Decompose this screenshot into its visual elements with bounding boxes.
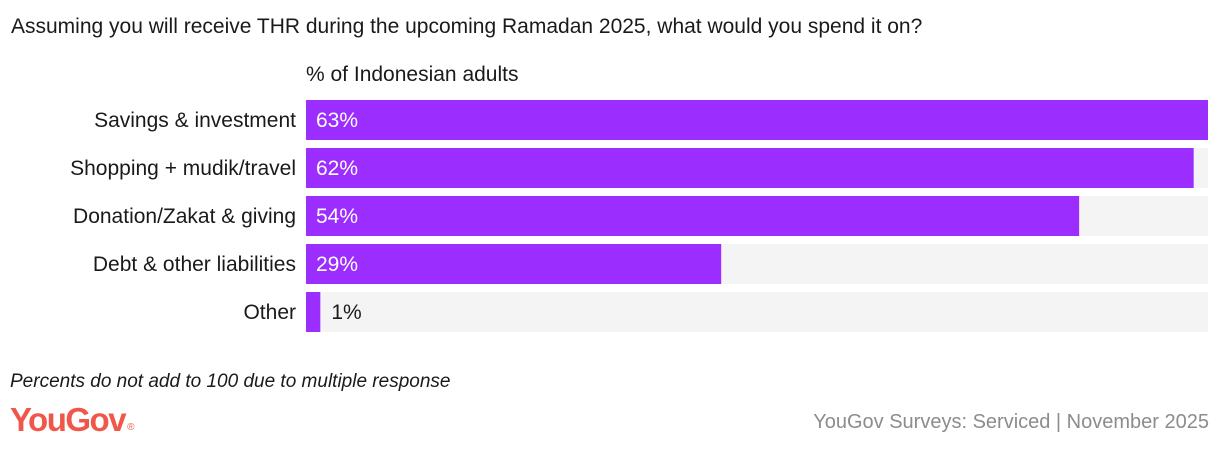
bar xyxy=(306,100,1208,140)
value-label: 62% xyxy=(316,157,358,180)
category-label: Debt & other liabilities xyxy=(93,253,296,276)
bar xyxy=(306,292,321,332)
bar xyxy=(306,196,1080,236)
value-label: 63% xyxy=(316,109,358,132)
yougov-logo: YouGov ® xyxy=(10,398,135,442)
value-label: 29% xyxy=(316,253,358,276)
bar-track xyxy=(306,292,1208,332)
value-label: 54% xyxy=(316,205,358,228)
bar xyxy=(306,148,1194,188)
chart-title: Assuming you will receive THR during the… xyxy=(11,15,923,38)
chart-subtitle: % of Indonesian adults xyxy=(306,63,519,86)
category-label: Donation/Zakat & giving xyxy=(73,205,296,228)
source-credit: YouGov Surveys: Serviced | November 2025 xyxy=(813,411,1209,433)
footnote: Percents do not add to 100 due to multip… xyxy=(10,371,451,392)
bar-chart: Savings & investment 63% Shopping + mudik/… xyxy=(70,100,1208,332)
bar xyxy=(306,244,722,284)
value-label: 1% xyxy=(331,301,361,324)
logo-text: YouGov xyxy=(10,401,127,438)
category-label: Other xyxy=(243,301,296,324)
registered-mark: ® xyxy=(127,422,135,433)
category-label: Shopping + mudik/travel xyxy=(70,157,296,180)
category-label: Savings & investment xyxy=(94,109,296,132)
